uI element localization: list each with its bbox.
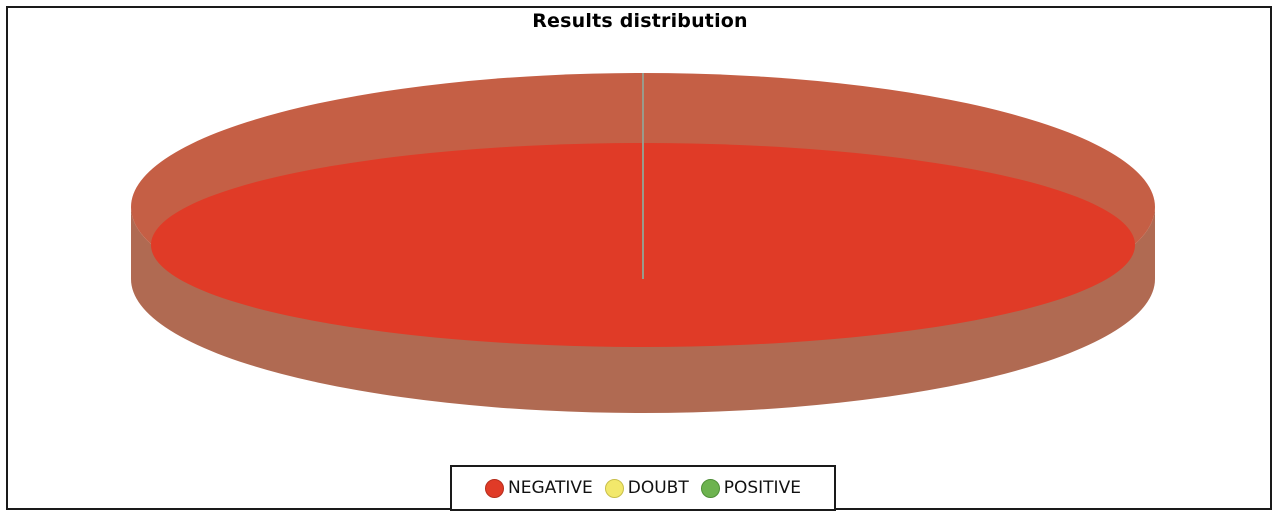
legend-item-doubt: DOUBT [604, 478, 689, 498]
legend-item-positive: POSITIVE [700, 478, 801, 498]
legend-label-doubt: DOUBT [627, 478, 689, 498]
legend-label-negative: NEGATIVE [508, 478, 593, 498]
legend-label-positive: POSITIVE [723, 478, 801, 498]
legend-swatch-doubt [604, 478, 624, 498]
legend-item-negative: NEGATIVE [485, 478, 593, 498]
legend-swatch-positive [700, 478, 720, 498]
chart-legend: NEGATIVE DOUBT POSITIVE [450, 465, 836, 511]
legend-swatch-negative [485, 478, 505, 498]
pie-side-wall [131, 207, 1155, 413]
chart-title: Results distribution [532, 10, 748, 32]
